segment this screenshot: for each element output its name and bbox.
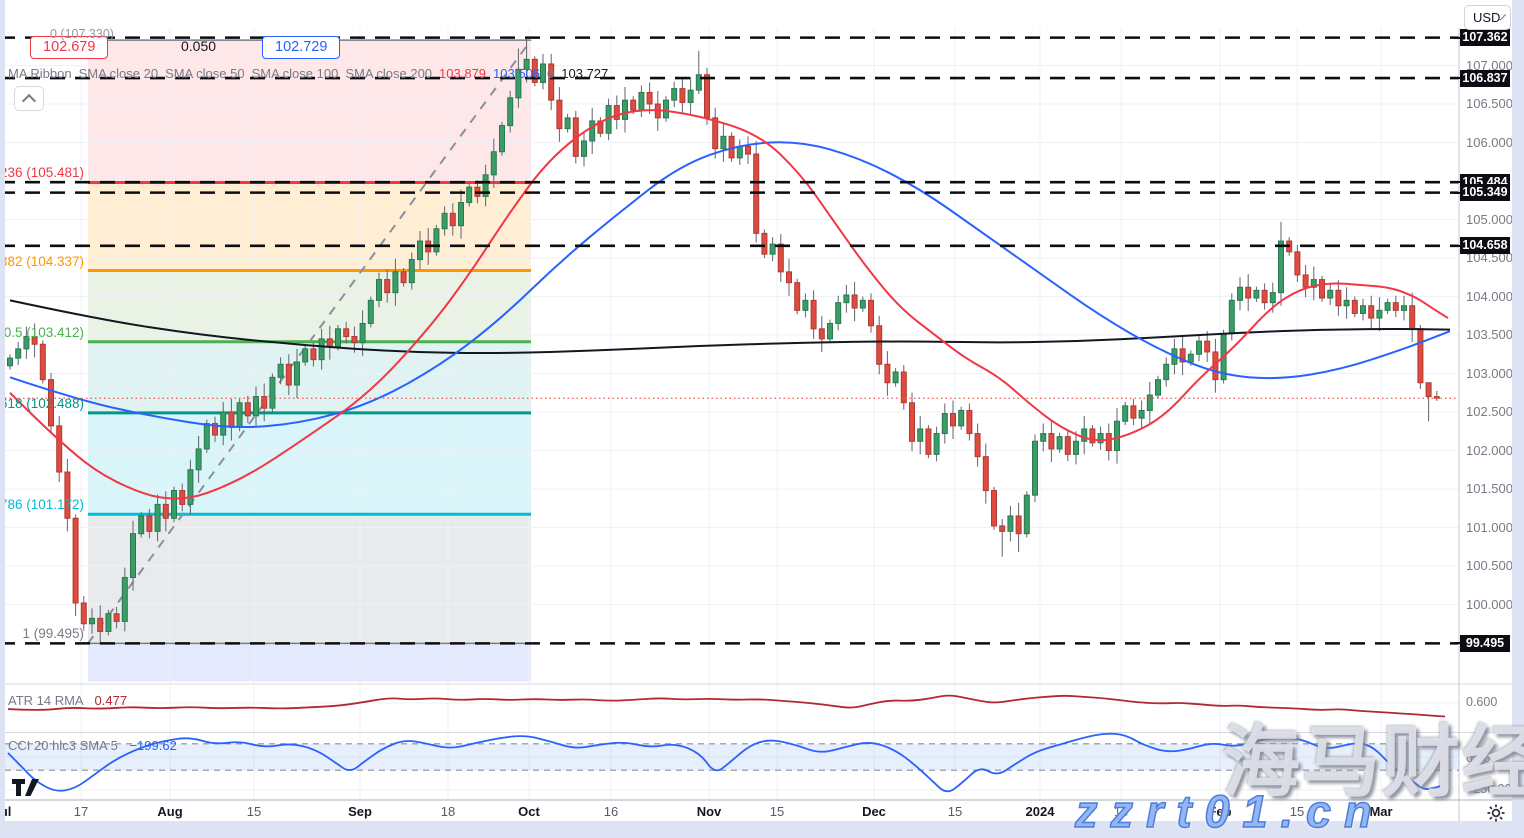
ma-ribbon-text: SMA close 100 (251, 66, 339, 81)
cci-value: −199.62 (129, 738, 177, 753)
time-axis-label: 15 (1289, 804, 1305, 819)
watermark-cjk: 海马财经 (1222, 718, 1524, 806)
price-axis-label: 101.000 (1466, 519, 1513, 535)
price-axis-label: 104.000 (1466, 288, 1513, 304)
price-axis-label: 107.000 (1466, 57, 1513, 73)
atr-value: 0.477 (94, 693, 128, 708)
price-axis-label: 106.000 (1466, 134, 1513, 150)
chart-header (0, 0, 1512, 28)
cci-title: CCI 20 hlc3 SMA 5 (8, 738, 118, 753)
ma-ribbon-text: SMA close 200 (345, 66, 433, 81)
page-margin-right (1512, 0, 1524, 833)
price-level-badge: 106.837 (1460, 69, 1510, 87)
cci-axis-label: 0.00 (1466, 751, 1491, 765)
price-level-badge: 104.658 (1460, 237, 1510, 255)
ma-ribbon-text: SMA close 50 (165, 66, 245, 81)
price-level-tick-icon (1454, 181, 1460, 184)
time-axis-label: 2024 (1025, 804, 1055, 819)
price-axis-label: 105.000 (1466, 211, 1513, 227)
price-level-tick-icon (1454, 642, 1460, 645)
price-level-tick-icon (1454, 244, 1460, 247)
ma-ribbon-legend[interactable]: MA Ribbon SMA close 20 SMA close 50 SMA clo… (8, 66, 615, 81)
currency-dropdown[interactable]: USD (1464, 5, 1511, 30)
price-level-tick-icon (1454, 191, 1460, 194)
price-axis-label: 102.500 (1466, 404, 1513, 419)
fib-level-label: 0.618 (102.488) (0, 395, 84, 411)
ma-ribbon-value: 103.727 (561, 66, 609, 81)
time-axis-label: Mar (1369, 804, 1393, 819)
price-level-badge: 105.349 (1460, 184, 1510, 202)
fib-level-label: 0.236 (105.481) (0, 165, 84, 181)
fib-level-label: 0.382 (104.337) (0, 253, 84, 269)
time-axis-label: 17 (73, 804, 89, 819)
ma-ribbon-text: SMA close 20 (78, 66, 159, 81)
ma-ribbon-text: MA Ribbon (8, 66, 72, 81)
time-axis-label: 16 (603, 804, 619, 819)
price-axis-label: 100.500 (1466, 558, 1513, 573)
price-range-value: 0.050 (181, 38, 217, 54)
atr-axis-label: 0.600 (1466, 695, 1498, 709)
price-axis-label: 106.500 (1466, 96, 1513, 111)
time-axis-label: Nov (696, 804, 722, 819)
chevron-up-icon (21, 93, 37, 108)
time-axis-label: Jul (0, 804, 12, 819)
time-axis-label: 18 (440, 804, 456, 819)
time-axis-label: 16 (1113, 804, 1129, 819)
settings-gear-icon[interactable] (1486, 803, 1506, 828)
price-axis-label: 103.500 (1466, 327, 1513, 342)
page-margin-bottom (0, 821, 1524, 833)
tradingview-logo-icon[interactable] (11, 777, 43, 803)
fib-level-label: 0.5 (103.412) (3, 324, 84, 340)
ma-ribbon-value: 0 (547, 66, 555, 81)
price-level-tick-icon (1454, 77, 1460, 80)
price-axis-label: 103.000 (1466, 365, 1513, 381)
atr-legend[interactable]: ATR 14 RMA 0.477 (8, 693, 127, 708)
atr-title: ATR 14 RMA (8, 693, 83, 708)
price-axis-label: 101.500 (1466, 481, 1513, 496)
price-axis-label: 102.000 (1466, 442, 1513, 458)
time-axis-label: Dec (862, 804, 886, 819)
price-tag-target[interactable]: 102.729 (262, 36, 341, 59)
fib-level-label: 1 (99.495) (22, 626, 84, 642)
price-level-badge: 99.495 (1460, 634, 1510, 652)
collapse-legend-button[interactable] (14, 86, 44, 111)
ma-ribbon-value: 103.506 (493, 66, 541, 81)
time-axis-label: Feb (1208, 804, 1232, 819)
time-axis-label: Oct (518, 804, 540, 819)
cci-axis-label: −250.00 (1466, 782, 1512, 796)
price-tag-current[interactable]: 102.679 (30, 36, 109, 59)
price-axis-label: 100.000 (1466, 596, 1513, 612)
watermark-site: zzrt01.cn (1074, 785, 1385, 838)
time-axis-label: Aug (157, 804, 183, 819)
time-axis-label: 15 (769, 804, 785, 819)
ma-ribbon-value: 103.879 (439, 66, 487, 81)
fib-level-0-label: 0 (107.330) (50, 27, 114, 41)
page-margin-left (0, 0, 5, 833)
time-axis-label: 15 (246, 804, 262, 819)
price-level-badge: 107.362 (1460, 29, 1510, 47)
price-level-tick-icon (1454, 36, 1460, 39)
time-axis-label: 15 (947, 804, 963, 819)
fib-level-label: 0.786 (101.172) (0, 497, 84, 513)
currency-label: USD (1473, 10, 1501, 25)
cci-legend[interactable]: CCI 20 hlc3 SMA 5 −199.62 (8, 738, 177, 753)
time-axis-label: Sep (348, 804, 372, 819)
